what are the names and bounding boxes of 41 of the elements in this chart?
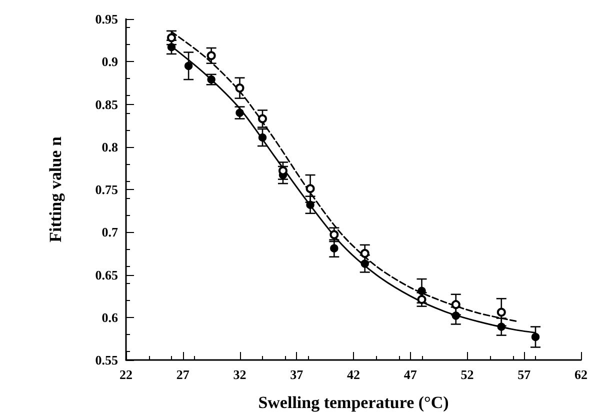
point — [167, 43, 176, 52]
point — [206, 51, 216, 60]
x-tick-label: 37 — [290, 367, 304, 382]
point — [330, 230, 339, 240]
x-tick-label: 42 — [347, 367, 360, 382]
point — [235, 84, 244, 93]
point — [531, 332, 540, 342]
point — [360, 260, 369, 268]
point — [236, 108, 244, 117]
y-tick-label: 0.75 — [95, 182, 118, 197]
point — [452, 312, 460, 320]
point — [330, 244, 338, 252]
x-axis-title: Swelling temperature (°C) — [258, 393, 449, 412]
x-tick-label: 52 — [460, 367, 474, 382]
point — [417, 294, 426, 304]
point — [167, 33, 176, 42]
y-tick-label: 0.65 — [95, 267, 118, 282]
y-tick-label: 0.6 — [102, 310, 118, 325]
point — [184, 62, 193, 70]
x-tick-label: 62 — [574, 367, 588, 382]
point — [451, 300, 460, 310]
point — [306, 200, 314, 209]
x-tick-label: 27 — [176, 367, 190, 382]
x-tick-label: 47 — [404, 367, 418, 382]
y-tick-label: 0.85 — [95, 96, 118, 112]
y-tick-label: 0.7 — [102, 224, 118, 240]
y-tick-label: 0.8 — [102, 139, 118, 154]
point — [497, 322, 506, 331]
point — [418, 286, 426, 296]
point — [258, 133, 267, 142]
y-tick-label: 0.55 — [95, 352, 118, 368]
point — [360, 248, 370, 258]
point — [306, 184, 315, 194]
y-tick-label: 0.9 — [102, 54, 118, 70]
point — [258, 114, 267, 124]
x-tick-label: 22 — [120, 367, 132, 382]
y-axis-title: Fitting value n — [46, 136, 65, 242]
point — [496, 308, 506, 317]
x-tick-label: 57 — [518, 367, 532, 382]
x-tick-label: 32 — [233, 367, 246, 382]
y-tick-label: 0.95 — [95, 12, 118, 26]
